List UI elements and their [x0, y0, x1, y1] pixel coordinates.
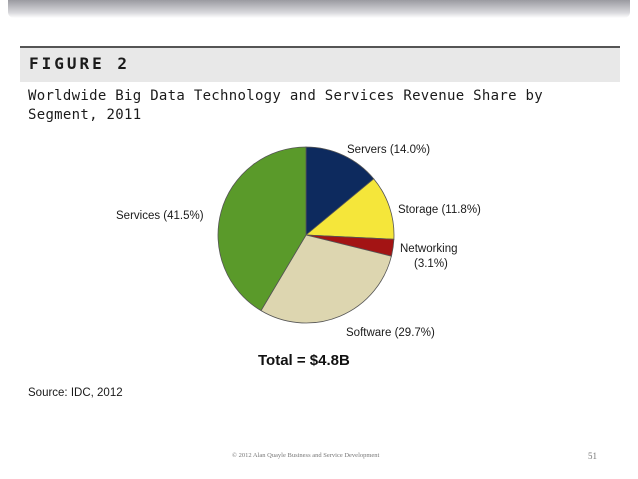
- chart-title: Worldwide Big Data Technology and Servic…: [28, 88, 543, 123]
- top-shadow-bar: [8, 0, 630, 18]
- label-networking-value: (3.1%): [414, 258, 448, 270]
- label-storage: Storage (11.8%): [398, 204, 481, 216]
- pie-slice-servers: [305, 146, 375, 236]
- label-services: Services (41.5%): [116, 210, 204, 222]
- pie-slice-storage: [304, 178, 395, 240]
- source-note: Source: IDC, 2012: [28, 387, 123, 399]
- figure-label: FIGURE 2: [29, 54, 131, 73]
- label-servers: Servers (14.0%): [347, 144, 431, 156]
- label-networking-name: Networking: [400, 243, 458, 255]
- pie-slice-software: [260, 234, 392, 324]
- label-software: Software (29.7%): [346, 327, 435, 339]
- chart-total: Total = $4.8B: [258, 352, 350, 369]
- footer-copyright: © 2012 Alan Quayle Business and Service …: [232, 452, 380, 459]
- pie-slice-services: [217, 146, 307, 312]
- figure-header: FIGURE 2: [20, 46, 620, 82]
- page-number: 51: [588, 451, 597, 461]
